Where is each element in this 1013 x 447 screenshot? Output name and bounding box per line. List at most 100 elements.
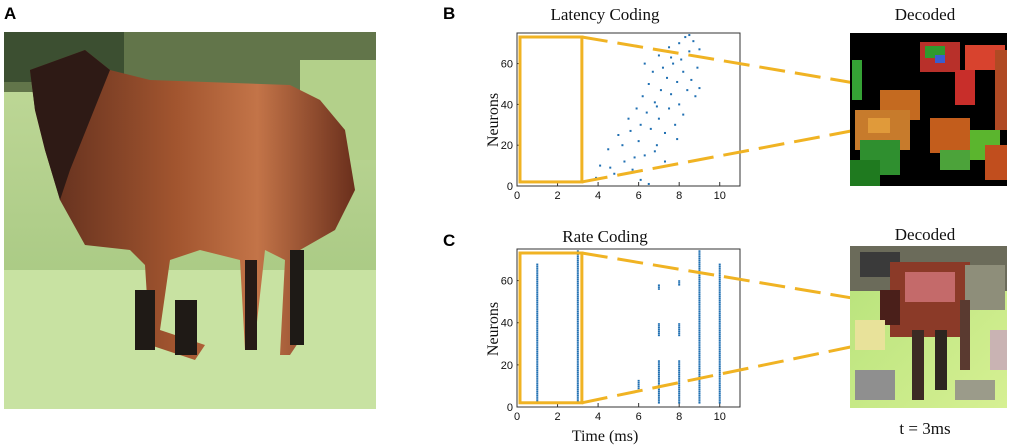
spike-mark	[680, 58, 683, 61]
spike-mark	[678, 323, 681, 325]
spike-mark	[718, 301, 721, 304]
spike-mark	[698, 379, 701, 381]
spike-mark	[576, 348, 579, 351]
spike-mark	[718, 316, 721, 319]
spike-mark	[576, 362, 579, 364]
spike-mark	[718, 328, 721, 330]
x-tick-label: 0	[514, 411, 520, 423]
spike-mark	[718, 394, 721, 397]
spike-mark	[536, 312, 539, 315]
spike-mark	[637, 385, 640, 388]
spike-mark	[536, 293, 539, 296]
spike-mark	[536, 392, 539, 395]
spike-mark	[536, 328, 539, 330]
spike-mark	[536, 386, 539, 389]
spike-mark	[698, 373, 701, 376]
spike-mark	[576, 365, 579, 368]
spike-mark	[698, 400, 701, 402]
spike-mark	[698, 257, 701, 260]
spike-mark	[536, 303, 539, 305]
spike-mark	[698, 347, 701, 349]
spike-mark	[678, 388, 681, 391]
spike-mark	[718, 288, 721, 290]
spike-mark	[718, 369, 721, 372]
spike-mark	[623, 160, 626, 163]
spike-mark	[698, 292, 701, 294]
spike-mark	[698, 381, 701, 383]
spike-mark	[576, 350, 579, 353]
spike-mark	[698, 383, 701, 385]
spike-mark	[698, 269, 701, 271]
spike-mark	[536, 390, 539, 393]
spike-mark	[718, 377, 721, 379]
spike-mark	[657, 360, 660, 362]
spike-mark	[536, 356, 539, 359]
x-tick-label: 4	[595, 190, 601, 202]
spike-mark	[536, 316, 539, 319]
spike-mark	[651, 70, 654, 73]
spike-mark	[718, 331, 721, 334]
spike-mark	[678, 373, 681, 376]
spike-mark	[536, 284, 539, 287]
spike-mark	[718, 297, 721, 300]
time-caption: t = 3ms	[899, 419, 950, 438]
spike-mark	[576, 335, 579, 338]
spike-mark	[621, 144, 624, 147]
spike-mark	[536, 333, 539, 336]
spike-mark	[645, 111, 648, 114]
spike-mark	[663, 131, 666, 134]
spike-mark	[718, 305, 721, 307]
spike-mark	[698, 263, 701, 266]
spike-mark	[659, 89, 662, 92]
spike-mark	[676, 80, 679, 83]
spike-mark	[576, 369, 579, 372]
spike-mark	[576, 396, 579, 398]
spike-mark	[653, 101, 656, 104]
spike-mark	[536, 297, 539, 300]
spike-mark	[576, 358, 579, 360]
x-tick-label: 0	[514, 190, 520, 202]
spike-mark	[641, 95, 644, 98]
spike-mark	[718, 383, 721, 385]
spike-mark	[536, 335, 539, 338]
spike-mark	[536, 318, 539, 321]
spike-mark	[718, 318, 721, 321]
spike-mark	[718, 320, 721, 323]
spike-mark	[599, 164, 602, 167]
spike-mark	[698, 375, 701, 378]
spike-mark	[696, 66, 699, 69]
spike-mark	[643, 154, 646, 157]
spike-mark	[678, 400, 681, 402]
spike-mark	[718, 364, 721, 366]
spike-mark	[718, 326, 721, 328]
spike-mark	[576, 318, 579, 321]
spike-mark	[678, 280, 681, 282]
spike-mark	[678, 42, 681, 45]
latency-plot: 0 2 4 6 8 10 0 20 40 60	[501, 32, 946, 202]
spike-mark	[633, 156, 636, 159]
spike-mark	[576, 364, 579, 366]
spike-mark	[698, 326, 701, 328]
spike-mark	[698, 267, 701, 269]
spike-mark	[698, 398, 701, 400]
spike-mark	[661, 66, 664, 69]
spike-mark	[576, 286, 579, 288]
spike-mark	[536, 331, 539, 334]
spike-mark	[698, 307, 701, 309]
spike-mark	[536, 276, 539, 279]
spike-mark	[698, 328, 701, 330]
spike-mark	[698, 318, 701, 321]
spike-mark	[576, 333, 579, 336]
spike-mark	[657, 371, 660, 374]
spike-mark	[576, 352, 579, 355]
spike-mark	[536, 320, 539, 323]
spike-mark	[639, 178, 642, 181]
plot-frame	[516, 248, 741, 408]
spike-mark	[536, 292, 539, 294]
decoded-image-rate	[850, 246, 1007, 408]
panel-letter-c: C	[443, 231, 455, 250]
spike-mark	[694, 95, 697, 98]
spike-mark	[536, 295, 539, 298]
spike-mark	[657, 373, 660, 376]
spike-mark	[657, 54, 660, 57]
